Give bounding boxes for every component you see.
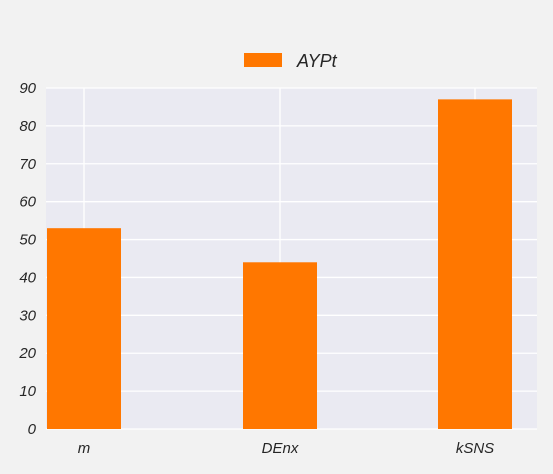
- y-tick-label: 30: [19, 307, 36, 324]
- y-tick-label: 80: [19, 118, 36, 135]
- y-tick-label: 0: [28, 421, 37, 438]
- y-tick-label: 50: [19, 232, 36, 249]
- bar-denx: [243, 262, 317, 429]
- y-tick-label: 20: [18, 345, 36, 362]
- y-tick-label: 90: [19, 80, 36, 97]
- x-tick-label: DEnx: [262, 440, 299, 457]
- legend-label-aypt: AYPt: [296, 51, 338, 71]
- bar-ksns: [438, 99, 512, 429]
- x-tick-label: kSNS: [456, 440, 494, 457]
- y-tick-label: 40: [19, 269, 36, 286]
- legend: AYPt: [244, 51, 338, 71]
- y-tick-label: 60: [19, 194, 36, 211]
- bar-m: [47, 228, 121, 429]
- legend-swatch-aypt: [244, 53, 282, 67]
- y-tick-label: 70: [19, 156, 36, 173]
- y-tick-labels: 0 10 20 30 40 50 60 70 80 90: [18, 80, 36, 438]
- x-tick-label: m: [78, 440, 91, 457]
- bars: [47, 99, 512, 429]
- y-tick-label: 10: [19, 383, 36, 400]
- x-tick-labels: m DEnx kSNS: [78, 440, 494, 457]
